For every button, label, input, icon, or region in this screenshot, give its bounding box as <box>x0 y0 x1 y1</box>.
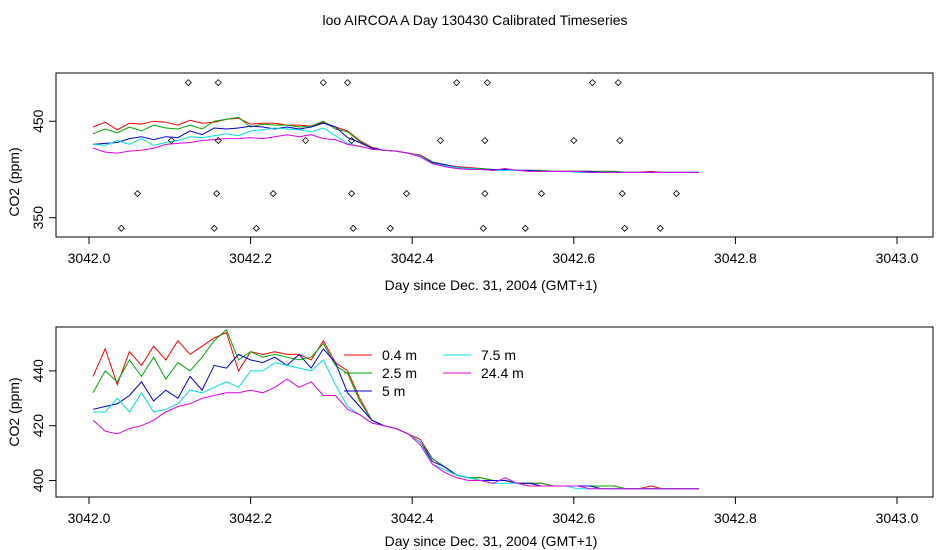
top-diamond-marker <box>521 224 529 232</box>
bottom-x-tick-label: 3042.0 <box>68 510 111 526</box>
legend-label-3: 7.5 m <box>481 347 516 363</box>
figure-title: loo AIRCOA A Day 130430 Calibrated Times… <box>322 12 627 28</box>
bottom-x-axis-label: Day since Dec. 31, 2004 (GMT+1) <box>385 533 598 549</box>
top-diamond-marker <box>656 224 664 232</box>
top-diamond-marker <box>483 79 491 87</box>
top-diamond-marker <box>184 79 192 87</box>
top-diamond-marker <box>214 136 222 145</box>
legend-label-2: 5 m <box>382 383 405 399</box>
bottom-series-line-4 <box>92 378 699 490</box>
top-diamond-marker <box>214 79 222 87</box>
top-diamond-marker <box>167 136 175 145</box>
bottom-plot-frame <box>55 326 934 498</box>
top-diamond-marker <box>588 79 596 87</box>
top-diamond-marker <box>213 190 221 198</box>
bottom-y-tick-label: 440 <box>30 359 46 383</box>
top-diamond-marker <box>319 79 327 87</box>
legend-label-0: 0.4 m <box>382 347 417 363</box>
legend-label-1: 2.5 m <box>382 365 417 381</box>
bottom-y-tick-label: 400 <box>30 469 46 493</box>
top-diamond-marker <box>618 190 626 198</box>
bottom-x-tick-label: 3042.2 <box>229 510 272 526</box>
bottom-y-axis-label: CO2 (ppm) <box>6 377 22 446</box>
top-diamond-marker <box>117 224 125 232</box>
top-diamond-marker <box>386 224 394 232</box>
bottom-x-tick-label: 3042.4 <box>391 510 434 526</box>
top-x-tick-label: 3042.8 <box>714 250 757 266</box>
top-diamond-marker <box>616 136 624 145</box>
top-y-axis-label: CO2 (ppm) <box>6 147 22 216</box>
top-markers-group <box>117 79 680 232</box>
top-diamond-marker <box>481 190 489 198</box>
top-diamond-marker <box>481 136 489 145</box>
top-diamond-marker <box>301 136 310 145</box>
top-diamond-marker <box>269 190 277 198</box>
bottom-panel: CO2 (ppm) Day since Dec. 31, 2004 (GMT+1… <box>6 326 934 549</box>
top-series-line-4 <box>92 134 699 173</box>
bottom-series-group <box>92 328 699 490</box>
top-diamond-marker <box>348 190 356 198</box>
bottom-x-tick-label: 3042.8 <box>714 510 757 526</box>
bottom-x-axis: 3042.0 3042.2 3042.4 3042.6 3042.8 3043.0 <box>68 497 919 526</box>
top-x-tick-label: 3042.4 <box>391 250 434 266</box>
bottom-x-tick-label: 3042.6 <box>552 510 595 526</box>
top-diamond-marker <box>133 190 142 198</box>
legend-label-4: 24.4 m <box>481 365 524 381</box>
top-x-tick-label: 3042.6 <box>552 250 595 266</box>
top-diamond-marker <box>210 224 218 232</box>
top-diamond-marker <box>614 79 622 87</box>
bottom-y-tick-label: 420 <box>30 414 46 438</box>
top-series-line-0 <box>92 117 699 173</box>
top-diamond-marker <box>537 190 546 198</box>
bottom-legend: 0.4 m 2.5 m 5 m 7.5 m 24.4 m <box>344 347 524 399</box>
top-diamond-marker <box>343 79 352 87</box>
top-diamond-marker <box>570 136 578 145</box>
top-diamond-marker <box>672 190 680 198</box>
top-x-axis-label: Day since Dec. 31, 2004 (GMT+1) <box>385 277 598 293</box>
top-x-tick-label: 3043.0 <box>876 250 919 266</box>
top-panel: CO2 (ppm) Day since Dec. 31, 2004 (GMT+1… <box>6 72 934 293</box>
top-series-group <box>92 116 699 173</box>
top-diamond-marker <box>349 224 357 232</box>
top-diamond-marker <box>479 224 487 232</box>
top-diamond-marker <box>436 136 445 145</box>
top-y-tick-label: 450 <box>30 109 46 133</box>
top-diamond-marker <box>252 224 260 232</box>
top-y-axis: 350 450 <box>30 109 56 229</box>
bottom-y-axis: 400 420 440 <box>30 359 56 492</box>
top-x-tick-label: 3042.0 <box>68 250 111 266</box>
top-diamond-marker <box>621 224 629 232</box>
top-x-tick-label: 3042.2 <box>229 250 272 266</box>
top-diamond-marker <box>402 190 411 198</box>
top-plot-frame <box>55 72 934 238</box>
top-y-tick-label: 350 <box>30 206 46 230</box>
top-x-axis: 3042.0 3042.2 3042.4 3042.6 3042.8 3043.0 <box>68 237 919 266</box>
top-diamond-marker <box>348 136 356 145</box>
top-series-line-2 <box>92 122 699 173</box>
top-diamond-marker <box>453 79 461 87</box>
bottom-x-tick-label: 3043.0 <box>876 510 919 526</box>
top-series-line-1 <box>92 116 699 173</box>
